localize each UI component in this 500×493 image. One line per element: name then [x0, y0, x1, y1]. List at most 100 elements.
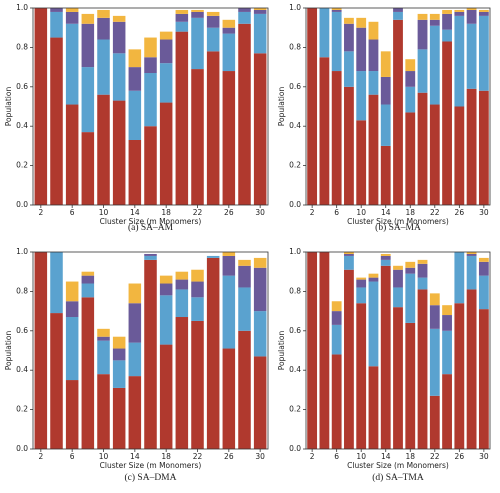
bar-segment	[417, 259, 428, 264]
bar-segment	[368, 366, 379, 449]
y-tick-label: 0.8	[289, 286, 301, 295]
bar-segment	[442, 305, 452, 316]
bar-segment	[442, 330, 452, 375]
bar-segment	[144, 253, 157, 256]
y-tick-label: 1.0	[289, 247, 301, 256]
x-tick-label: 26	[224, 452, 234, 461]
bar-segment	[356, 27, 367, 72]
bar-segment	[238, 259, 251, 266]
bar-segment	[50, 252, 63, 314]
x-tick-label: 22	[430, 208, 440, 217]
bar-segment	[429, 19, 440, 26]
bar-segment	[159, 344, 173, 449]
bar-segment	[206, 255, 220, 258]
x-tick-label: 6	[334, 452, 339, 461]
x-tick-label: 22	[193, 452, 203, 461]
bar-segment	[112, 100, 126, 205]
y-tick-label: 0.8	[16, 286, 28, 295]
bar-segment	[393, 269, 403, 288]
x-tick-label: 18	[405, 208, 415, 217]
bar-segment	[429, 13, 440, 20]
y-axis-label: Population	[4, 331, 13, 371]
bar-segment	[442, 41, 452, 205]
bar-segment	[128, 67, 142, 91]
bar-segment	[159, 31, 173, 40]
y-tick-label: 0.0	[16, 444, 28, 453]
y-tick-label: 1.0	[16, 247, 28, 256]
bar-segment	[206, 11, 220, 16]
y-axis-label: Population	[4, 87, 13, 127]
bar-segment	[191, 9, 204, 12]
bar-segment	[417, 49, 428, 93]
bar-segment	[307, 8, 318, 205]
bar-segment	[380, 253, 391, 256]
bar-segment	[393, 307, 403, 449]
bar-segment	[144, 73, 157, 127]
bar-segment	[222, 71, 236, 205]
bar-segment	[368, 94, 379, 205]
bar-segment	[368, 71, 379, 95]
bar-segment	[393, 11, 403, 20]
x-tick-label: 18	[405, 452, 415, 461]
bar-segment	[206, 15, 220, 28]
bar-segment	[319, 252, 330, 449]
y-axis-label: Population	[277, 331, 286, 371]
bar-segment	[50, 8, 63, 12]
plot-frame	[32, 7, 269, 206]
bar-segment	[112, 348, 126, 361]
y-tick-label: 0.4	[16, 365, 28, 374]
x-tick-label: 26	[224, 208, 234, 217]
bar-segment	[368, 21, 379, 40]
bar-segment	[442, 315, 452, 331]
bar-segment	[97, 17, 110, 40]
bar-segment	[65, 301, 79, 318]
bar-segment	[344, 255, 354, 270]
bar-segment	[405, 71, 416, 87]
bar-segment	[442, 29, 452, 42]
bar-segment	[144, 126, 157, 205]
bar-segment	[319, 8, 330, 58]
bar-segment	[417, 13, 428, 20]
bar-segment	[393, 19, 403, 205]
bar-segment	[238, 8, 251, 12]
bar-segment	[442, 9, 452, 14]
bar-segment	[191, 297, 204, 321]
bar-segment	[112, 21, 126, 54]
bar-segment	[478, 15, 489, 91]
caption: (d) SA–TMA	[372, 472, 424, 483]
x-tick-label: 18	[161, 452, 171, 461]
bar-segment	[175, 279, 189, 290]
y-tick-label: 0.2	[16, 161, 28, 170]
y-tick-label: 0.6	[16, 82, 28, 91]
x-tick-label: 10	[99, 452, 109, 461]
bar-segment	[191, 69, 204, 205]
bar-segment	[331, 354, 342, 449]
y-axis-label: Population	[277, 87, 286, 127]
bar-segment	[356, 287, 367, 304]
bar-segment	[222, 275, 236, 349]
bar-segment	[128, 139, 142, 205]
bar-segment	[344, 252, 354, 254]
bar-segment	[128, 283, 142, 304]
x-tick-label: 26	[455, 452, 465, 461]
x-tick-label: 10	[356, 452, 366, 461]
bar-segment	[466, 9, 477, 24]
y-tick-label: 0.2	[289, 161, 301, 170]
x-tick-label: 30	[479, 452, 489, 461]
x-tick-label: 2	[310, 208, 315, 217]
bar-segment	[331, 11, 342, 72]
bar-segment	[253, 267, 267, 312]
bar-segment	[128, 90, 142, 140]
bar-segment	[206, 257, 220, 449]
bar-segment	[159, 63, 173, 103]
bar-segment	[478, 257, 489, 262]
bar-segment	[238, 265, 251, 288]
bar-segment	[81, 275, 95, 284]
bar-segment	[222, 348, 236, 449]
bar-segment	[380, 265, 391, 449]
y-tick-label: 0.4	[289, 365, 301, 374]
bar-segment	[319, 57, 330, 205]
bar-segment	[128, 49, 142, 68]
bar-segment	[356, 303, 367, 449]
